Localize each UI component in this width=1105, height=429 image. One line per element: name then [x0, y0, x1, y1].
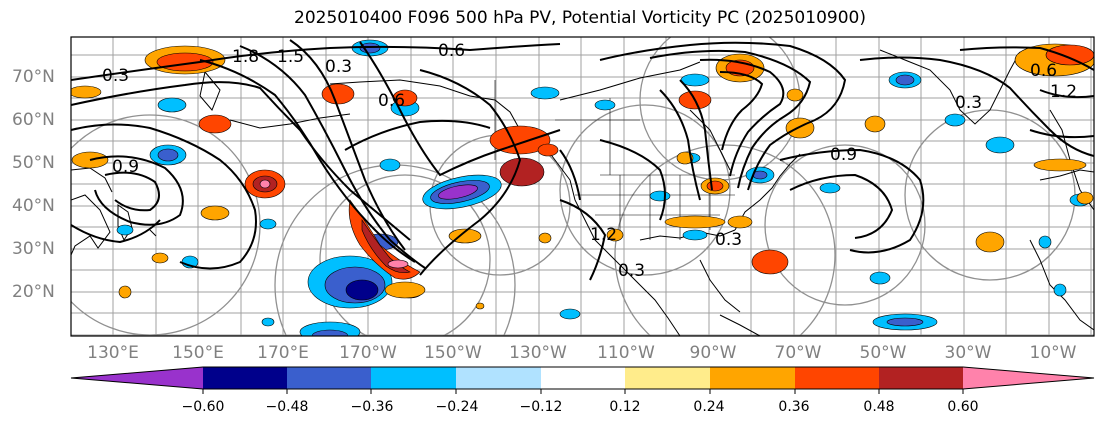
- colorbar-segment: [795, 367, 879, 389]
- colorbar: [70, 366, 1095, 394]
- contour-label: 0.6: [378, 91, 405, 111]
- colorbar-tick: 0.12: [609, 399, 641, 415]
- lon-label-110w: 110°W: [597, 343, 655, 363]
- colorbar-tick: 0.60: [947, 399, 979, 415]
- lon-label-130w: 130°W: [509, 343, 567, 363]
- colorbar-tick: 0.36: [778, 399, 810, 415]
- colorbar-segment: [71, 367, 203, 389]
- lon-label-170w: 170°W: [339, 343, 397, 363]
- colorbar-tick: −0.12: [519, 399, 563, 415]
- contour-label: 0.3: [715, 230, 742, 250]
- colorbar-segment: [456, 367, 541, 389]
- lat-label-50n: 50°N: [12, 153, 55, 173]
- lon-label-10w: 10°W: [1029, 343, 1077, 363]
- colorbar-segment: [287, 367, 371, 389]
- colorbar-segment: [371, 367, 456, 389]
- colorbar-tick: −0.36: [350, 399, 394, 415]
- lon-label-170e: 170°E: [257, 343, 309, 363]
- colorbar-tick: −0.48: [265, 399, 309, 415]
- colorbar-tick: −0.60: [181, 399, 225, 415]
- contour-label: 1.5: [277, 47, 304, 67]
- lon-label-150w: 150°W: [424, 343, 482, 363]
- contour-label: 1.2: [590, 225, 617, 245]
- positive-anomalies: [71, 43, 1094, 310]
- lon-label-70w: 70°W: [774, 343, 822, 363]
- colorbar-segment: [963, 367, 1094, 389]
- colorbar-tick: 0.24: [693, 399, 725, 415]
- lon-label-50w: 50°W: [859, 343, 907, 363]
- colorbar-segment: [625, 367, 710, 389]
- contour-label: 0.3: [102, 66, 129, 86]
- pv-contours: [71, 39, 1094, 281]
- lat-label-30n: 30°N: [12, 239, 55, 259]
- colorbar-tick: 0.48: [863, 399, 895, 415]
- lat-label-20n: 20°N: [12, 282, 55, 302]
- contour-label: 0.3: [325, 57, 352, 77]
- contour-label: 0.6: [1030, 61, 1057, 81]
- contour-label: 0.6: [438, 41, 465, 61]
- colorbar-tick: −0.24: [435, 399, 479, 415]
- map-title: 2025010400 F096 500 hPa PV, Potential Vo…: [294, 8, 866, 28]
- contour-label: 0.9: [112, 157, 139, 177]
- lon-label-130e: 130°E: [87, 343, 139, 363]
- lat-label-70n: 70°N: [12, 67, 55, 87]
- lon-label-30w: 30°W: [944, 343, 992, 363]
- lon-label-90w: 90°W: [689, 343, 737, 363]
- lat-label-60n: 60°N: [12, 110, 55, 130]
- lon-label-150e: 150°E: [172, 343, 224, 363]
- contour-label: 0.9: [830, 145, 857, 165]
- contour-label: 1.2: [1050, 82, 1077, 102]
- contour-label: 0.3: [955, 93, 982, 113]
- colorbar-segment: [541, 367, 625, 389]
- lat-label-40n: 40°N: [12, 196, 55, 216]
- colorbar-segment: [203, 367, 287, 389]
- map-frame: [70, 36, 1095, 337]
- colorbar-segment: [879, 367, 963, 389]
- contour-label: 1.8: [232, 47, 259, 67]
- contour-labels: 0.31.8 0.61.50.90.30.6 1.20.30.90.30.60.31…: [102, 41, 1077, 281]
- negative-anomalies: [116, 39, 1091, 336]
- contour-label: 0.3: [618, 261, 645, 281]
- colorbar-segment: [710, 367, 795, 389]
